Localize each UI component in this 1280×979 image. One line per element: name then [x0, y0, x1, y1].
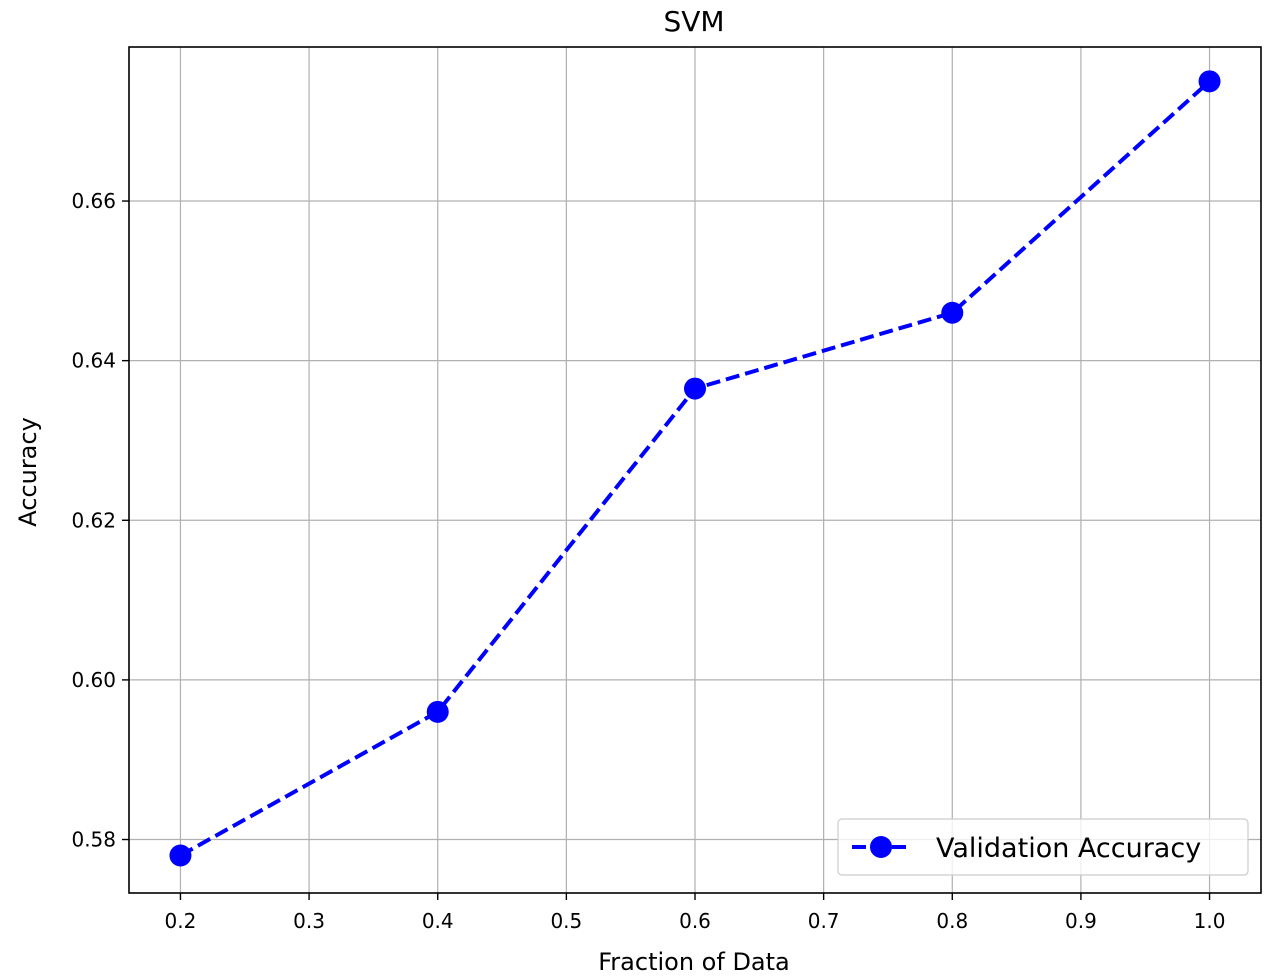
data-point	[1198, 70, 1221, 93]
data-point	[169, 844, 192, 867]
x-tick-label: 0.7	[808, 909, 840, 933]
x-tick-label: 0.8	[936, 909, 968, 933]
x-tick-label: 0.2	[165, 909, 197, 933]
series-layer	[169, 70, 1221, 867]
data-point	[426, 700, 449, 723]
x-tick-label: 0.5	[550, 909, 582, 933]
y-tick-label: 0.64	[71, 349, 116, 373]
y-tick-label: 0.58	[71, 828, 116, 852]
x-tick-label: 0.3	[293, 909, 325, 933]
x-axis-title: Fraction of Data	[598, 948, 790, 976]
legend: Validation Accuracy	[837, 818, 1249, 876]
x-tick-label: 1.0	[1194, 909, 1226, 933]
legend-label: Validation Accuracy	[936, 833, 1201, 864]
legend-marker	[870, 836, 892, 858]
y-axis-title: Accuracy	[14, 417, 42, 527]
chart-title: SVM	[663, 5, 724, 38]
x-tick-label: 0.9	[1065, 909, 1097, 933]
y-tick-label: 0.66	[71, 189, 116, 213]
data-point	[684, 377, 706, 400]
x-tick-label: 0.4	[422, 909, 454, 933]
y-tick-label: 0.60	[71, 668, 116, 692]
data-point	[941, 301, 964, 324]
tick-layer: 0.2 0.3 0.4 0.5 0.6 0.7 0.8 0.9 1.0 0.58 0.60 0.62 0…	[71, 189, 1225, 933]
x-tick-label: 0.6	[679, 909, 711, 933]
y-tick-label: 0.62	[71, 508, 116, 532]
legend-box	[837, 818, 1249, 876]
grid	[129, 47, 1261, 893]
